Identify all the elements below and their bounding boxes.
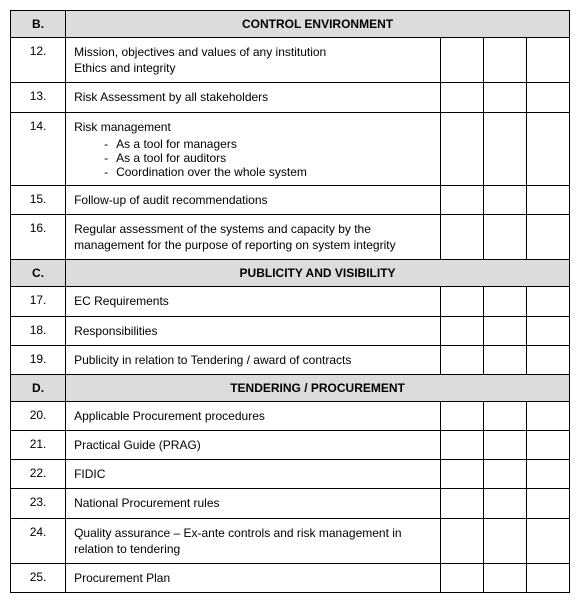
table-row: 19.Publicity in relation to Tendering / …: [11, 345, 570, 374]
check-col-1: [441, 83, 484, 112]
check-col-3: [527, 214, 570, 259]
table-row: 13.Risk Assessment by all stakeholders: [11, 83, 570, 112]
check-col-2: [484, 83, 527, 112]
check-col-2: [484, 214, 527, 259]
row-description: Procurement Plan: [66, 564, 441, 593]
section-title: TENDERING / PROCUREMENT: [66, 374, 570, 401]
section-header-row: B.CONTROL ENVIRONMENT: [11, 11, 570, 38]
table-row: 12.Mission, objectives and values of any…: [11, 38, 570, 83]
check-col-2: [484, 316, 527, 345]
row-number: 19.: [11, 345, 66, 374]
table-row: 15.Follow-up of audit recommendations: [11, 185, 570, 214]
row-description: Risk Assessment by all stakeholders: [66, 83, 441, 112]
check-col-3: [527, 489, 570, 518]
row-number: 22.: [11, 460, 66, 489]
check-col-3: [527, 431, 570, 460]
check-col-1: [441, 287, 484, 316]
check-col-3: [527, 38, 570, 83]
section-header-row: C.PUBLICITY AND VISIBILITY: [11, 260, 570, 287]
table-row: 24.Quality assurance – Ex-ante controls …: [11, 518, 570, 563]
row-description: Publicity in relation to Tendering / awa…: [66, 345, 441, 374]
section-letter: C.: [11, 260, 66, 287]
row-number: 14.: [11, 112, 66, 185]
check-col-2: [484, 112, 527, 185]
section-letter: B.: [11, 11, 66, 38]
check-col-1: [441, 112, 484, 185]
check-col-3: [527, 316, 570, 345]
section-header-row: D.TENDERING / PROCUREMENT: [11, 374, 570, 401]
row-number: 24.: [11, 518, 66, 563]
check-col-1: [441, 564, 484, 593]
check-col-1: [441, 460, 484, 489]
table-row: 25.Procurement Plan: [11, 564, 570, 593]
table-row: 23.National Procurement rules: [11, 489, 570, 518]
check-col-2: [484, 38, 527, 83]
check-col-2: [484, 564, 527, 593]
row-number: 16.: [11, 214, 66, 259]
row-number: 20.: [11, 401, 66, 430]
section-title: CONTROL ENVIRONMENT: [66, 11, 570, 38]
check-col-1: [441, 518, 484, 563]
row-description: Risk managementAs a tool for managersAs …: [66, 112, 441, 185]
row-number: 25.: [11, 564, 66, 593]
section-letter: D.: [11, 374, 66, 401]
check-col-1: [441, 185, 484, 214]
check-col-1: [441, 401, 484, 430]
row-number: 12.: [11, 38, 66, 83]
check-col-2: [484, 431, 527, 460]
check-col-3: [527, 460, 570, 489]
row-number: 21.: [11, 431, 66, 460]
row-number: 18.: [11, 316, 66, 345]
check-col-3: [527, 518, 570, 563]
check-col-2: [484, 345, 527, 374]
row-number: 17.: [11, 287, 66, 316]
table-row: 22.FIDIC: [11, 460, 570, 489]
check-col-3: [527, 287, 570, 316]
check-col-1: [441, 38, 484, 83]
row-description: FIDIC: [66, 460, 441, 489]
table-row: 21.Practical Guide (PRAG): [11, 431, 570, 460]
table-row: 16.Regular assessment of the systems and…: [11, 214, 570, 259]
check-col-2: [484, 287, 527, 316]
row-description: Mission, objectives and values of any in…: [66, 38, 441, 83]
row-number: 23.: [11, 489, 66, 518]
table-row: 17.EC Requirements: [11, 287, 570, 316]
row-description: Regular assessment of the systems and ca…: [66, 214, 441, 259]
check-col-3: [527, 345, 570, 374]
check-col-3: [527, 112, 570, 185]
check-col-1: [441, 214, 484, 259]
row-description: National Procurement rules: [66, 489, 441, 518]
check-col-3: [527, 401, 570, 430]
section-title: PUBLICITY AND VISIBILITY: [66, 260, 570, 287]
check-col-2: [484, 401, 527, 430]
check-col-1: [441, 316, 484, 345]
check-col-2: [484, 185, 527, 214]
row-description: Quality assurance – Ex-ante controls and…: [66, 518, 441, 563]
check-col-1: [441, 431, 484, 460]
table-row: 14.Risk managementAs a tool for managers…: [11, 112, 570, 185]
check-col-1: [441, 345, 484, 374]
row-number: 15.: [11, 185, 66, 214]
check-col-1: [441, 489, 484, 518]
row-number: 13.: [11, 83, 66, 112]
check-col-3: [527, 564, 570, 593]
row-description: EC Requirements: [66, 287, 441, 316]
check-col-3: [527, 83, 570, 112]
row-description: Practical Guide (PRAG): [66, 431, 441, 460]
row-description: Responsibilities: [66, 316, 441, 345]
check-col-2: [484, 460, 527, 489]
table-row: 20.Applicable Procurement procedures: [11, 401, 570, 430]
table-row: 18.Responsibilities: [11, 316, 570, 345]
row-description: Applicable Procurement procedures: [66, 401, 441, 430]
check-col-2: [484, 489, 527, 518]
row-description: Follow-up of audit recommendations: [66, 185, 441, 214]
audit-table: B.CONTROL ENVIRONMENT12.Mission, objecti…: [10, 10, 570, 593]
check-col-2: [484, 518, 527, 563]
check-col-3: [527, 185, 570, 214]
